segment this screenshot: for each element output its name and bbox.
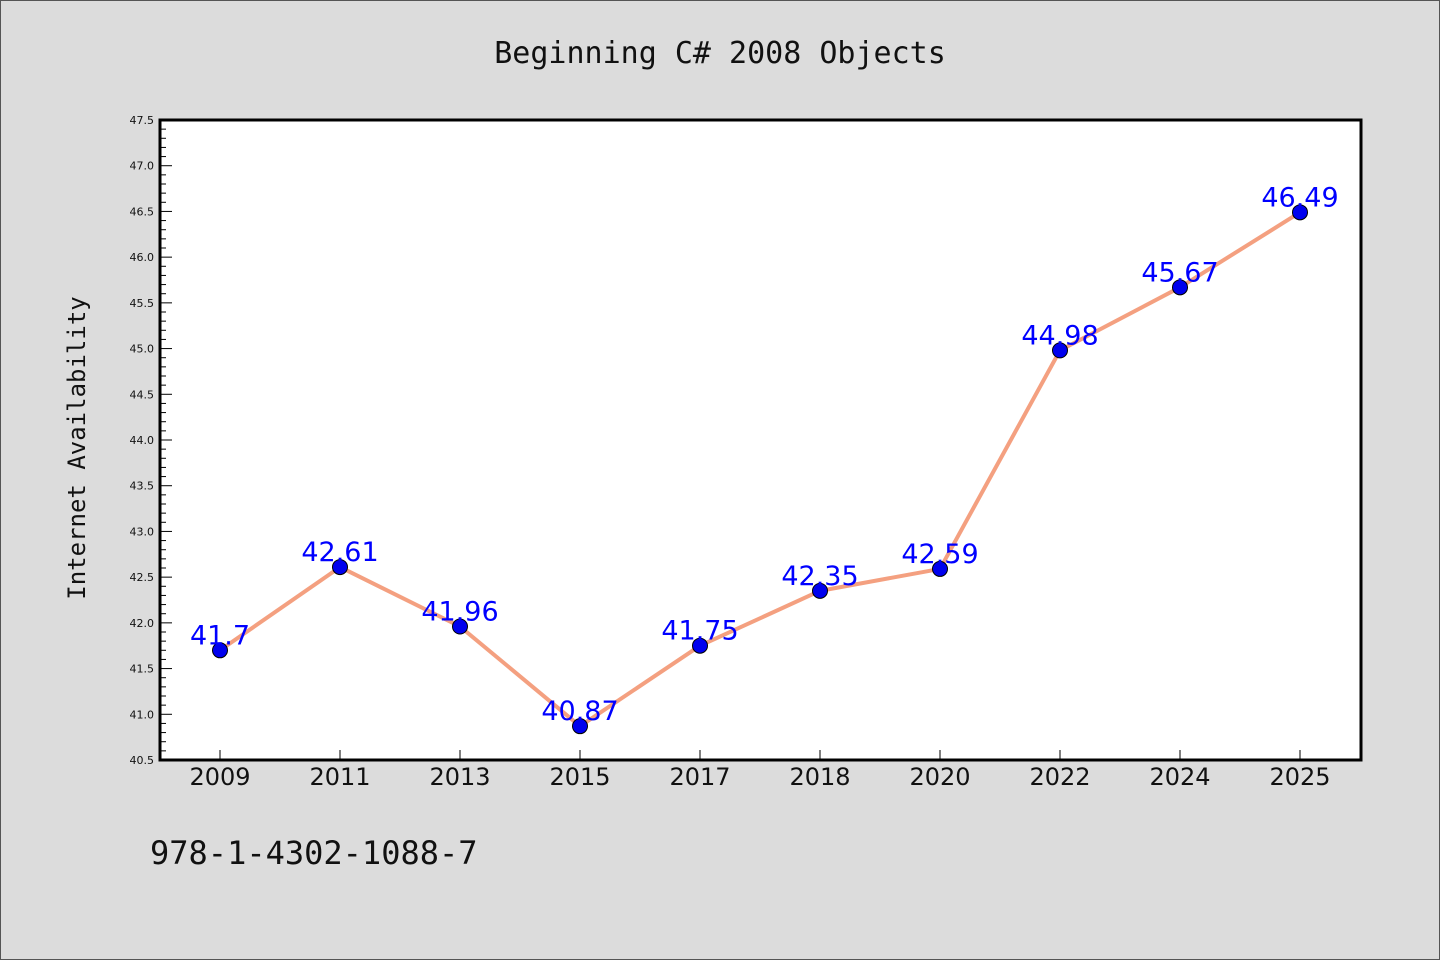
y-tick-label: 40.5 — [130, 754, 155, 767]
x-axis-ticks: 2009 2011 2013 2015 2017 2018 2020 2022 2024 2025 — [189, 750, 1331, 791]
y-tick-label: 47.5 — [130, 114, 155, 127]
y-tick-label: 46.5 — [130, 205, 155, 218]
x-tick-label: 2017 — [669, 763, 730, 791]
x-tick-label: 2015 — [549, 763, 610, 791]
y-tick-label: 43.5 — [130, 480, 155, 493]
series-line — [218, 210, 1302, 729]
data-markers — [212, 204, 1308, 735]
y-tick-label: 45.5 — [130, 297, 155, 310]
plot-area — [158, 118, 1363, 762]
data-label: 42.35 — [781, 561, 858, 592]
y-tick-label: 41.5 — [130, 663, 155, 676]
data-label: 41.96 — [421, 597, 498, 628]
x-tick-label: 2020 — [909, 763, 970, 791]
x-tick-label: 2018 — [789, 763, 850, 791]
isbn-footer: 978-1-4302-1088-7 — [150, 834, 478, 872]
data-labels: 41.7 42.61 41.96 40.87 41.75 42.35 42.59 44.98 4… — [190, 182, 1339, 727]
data-point — [212, 642, 228, 659]
data-label: 42.59 — [901, 539, 978, 570]
y-tick-label: 44.5 — [130, 388, 155, 401]
data-point — [1292, 204, 1308, 221]
data-point — [452, 618, 468, 635]
y-tick-label: 43.0 — [130, 525, 155, 538]
y-tick-label: 44.0 — [130, 434, 155, 447]
data-label: 46.49 — [1261, 182, 1338, 213]
y-tick-label: 47.0 — [130, 160, 155, 173]
data-point — [1172, 279, 1188, 296]
y-tick-label: 42.5 — [130, 571, 155, 584]
x-tick-label: 2011 — [309, 763, 370, 791]
y-tick-label: 46.0 — [130, 251, 155, 264]
data-label: 41.7 — [190, 620, 250, 651]
data-label: 41.75 — [661, 616, 738, 647]
y-axis-label: Internet Availability — [63, 296, 91, 599]
data-label: 40.87 — [541, 696, 618, 727]
data-point — [812, 582, 828, 599]
series-lines — [218, 210, 1302, 729]
x-tick-label: 2009 — [189, 763, 250, 791]
data-point — [932, 560, 948, 577]
data-point — [692, 637, 708, 654]
x-tick-label: 2013 — [429, 763, 490, 791]
data-label: 45.67 — [1141, 257, 1218, 288]
chart-title: Beginning C# 2008 Objects — [494, 36, 946, 71]
x-tick-label: 2022 — [1029, 763, 1090, 791]
data-label: 44.98 — [1021, 320, 1098, 351]
data-point — [332, 559, 348, 576]
y-tick-label: 45.0 — [130, 343, 155, 356]
data-point — [1052, 342, 1068, 359]
y-tick-label: 42.0 — [130, 617, 155, 630]
y-axis-ticks: 40.5 41.0 41.5 42.0 42.5 43.0 43.5 44.0 44.5 45.0… — [130, 114, 172, 767]
x-tick-label: 2024 — [1149, 763, 1210, 791]
y-tick-label: 41.0 — [130, 708, 155, 721]
data-point — [572, 718, 588, 735]
data-label: 42.61 — [301, 537, 378, 568]
x-tick-label: 2025 — [1269, 763, 1330, 791]
